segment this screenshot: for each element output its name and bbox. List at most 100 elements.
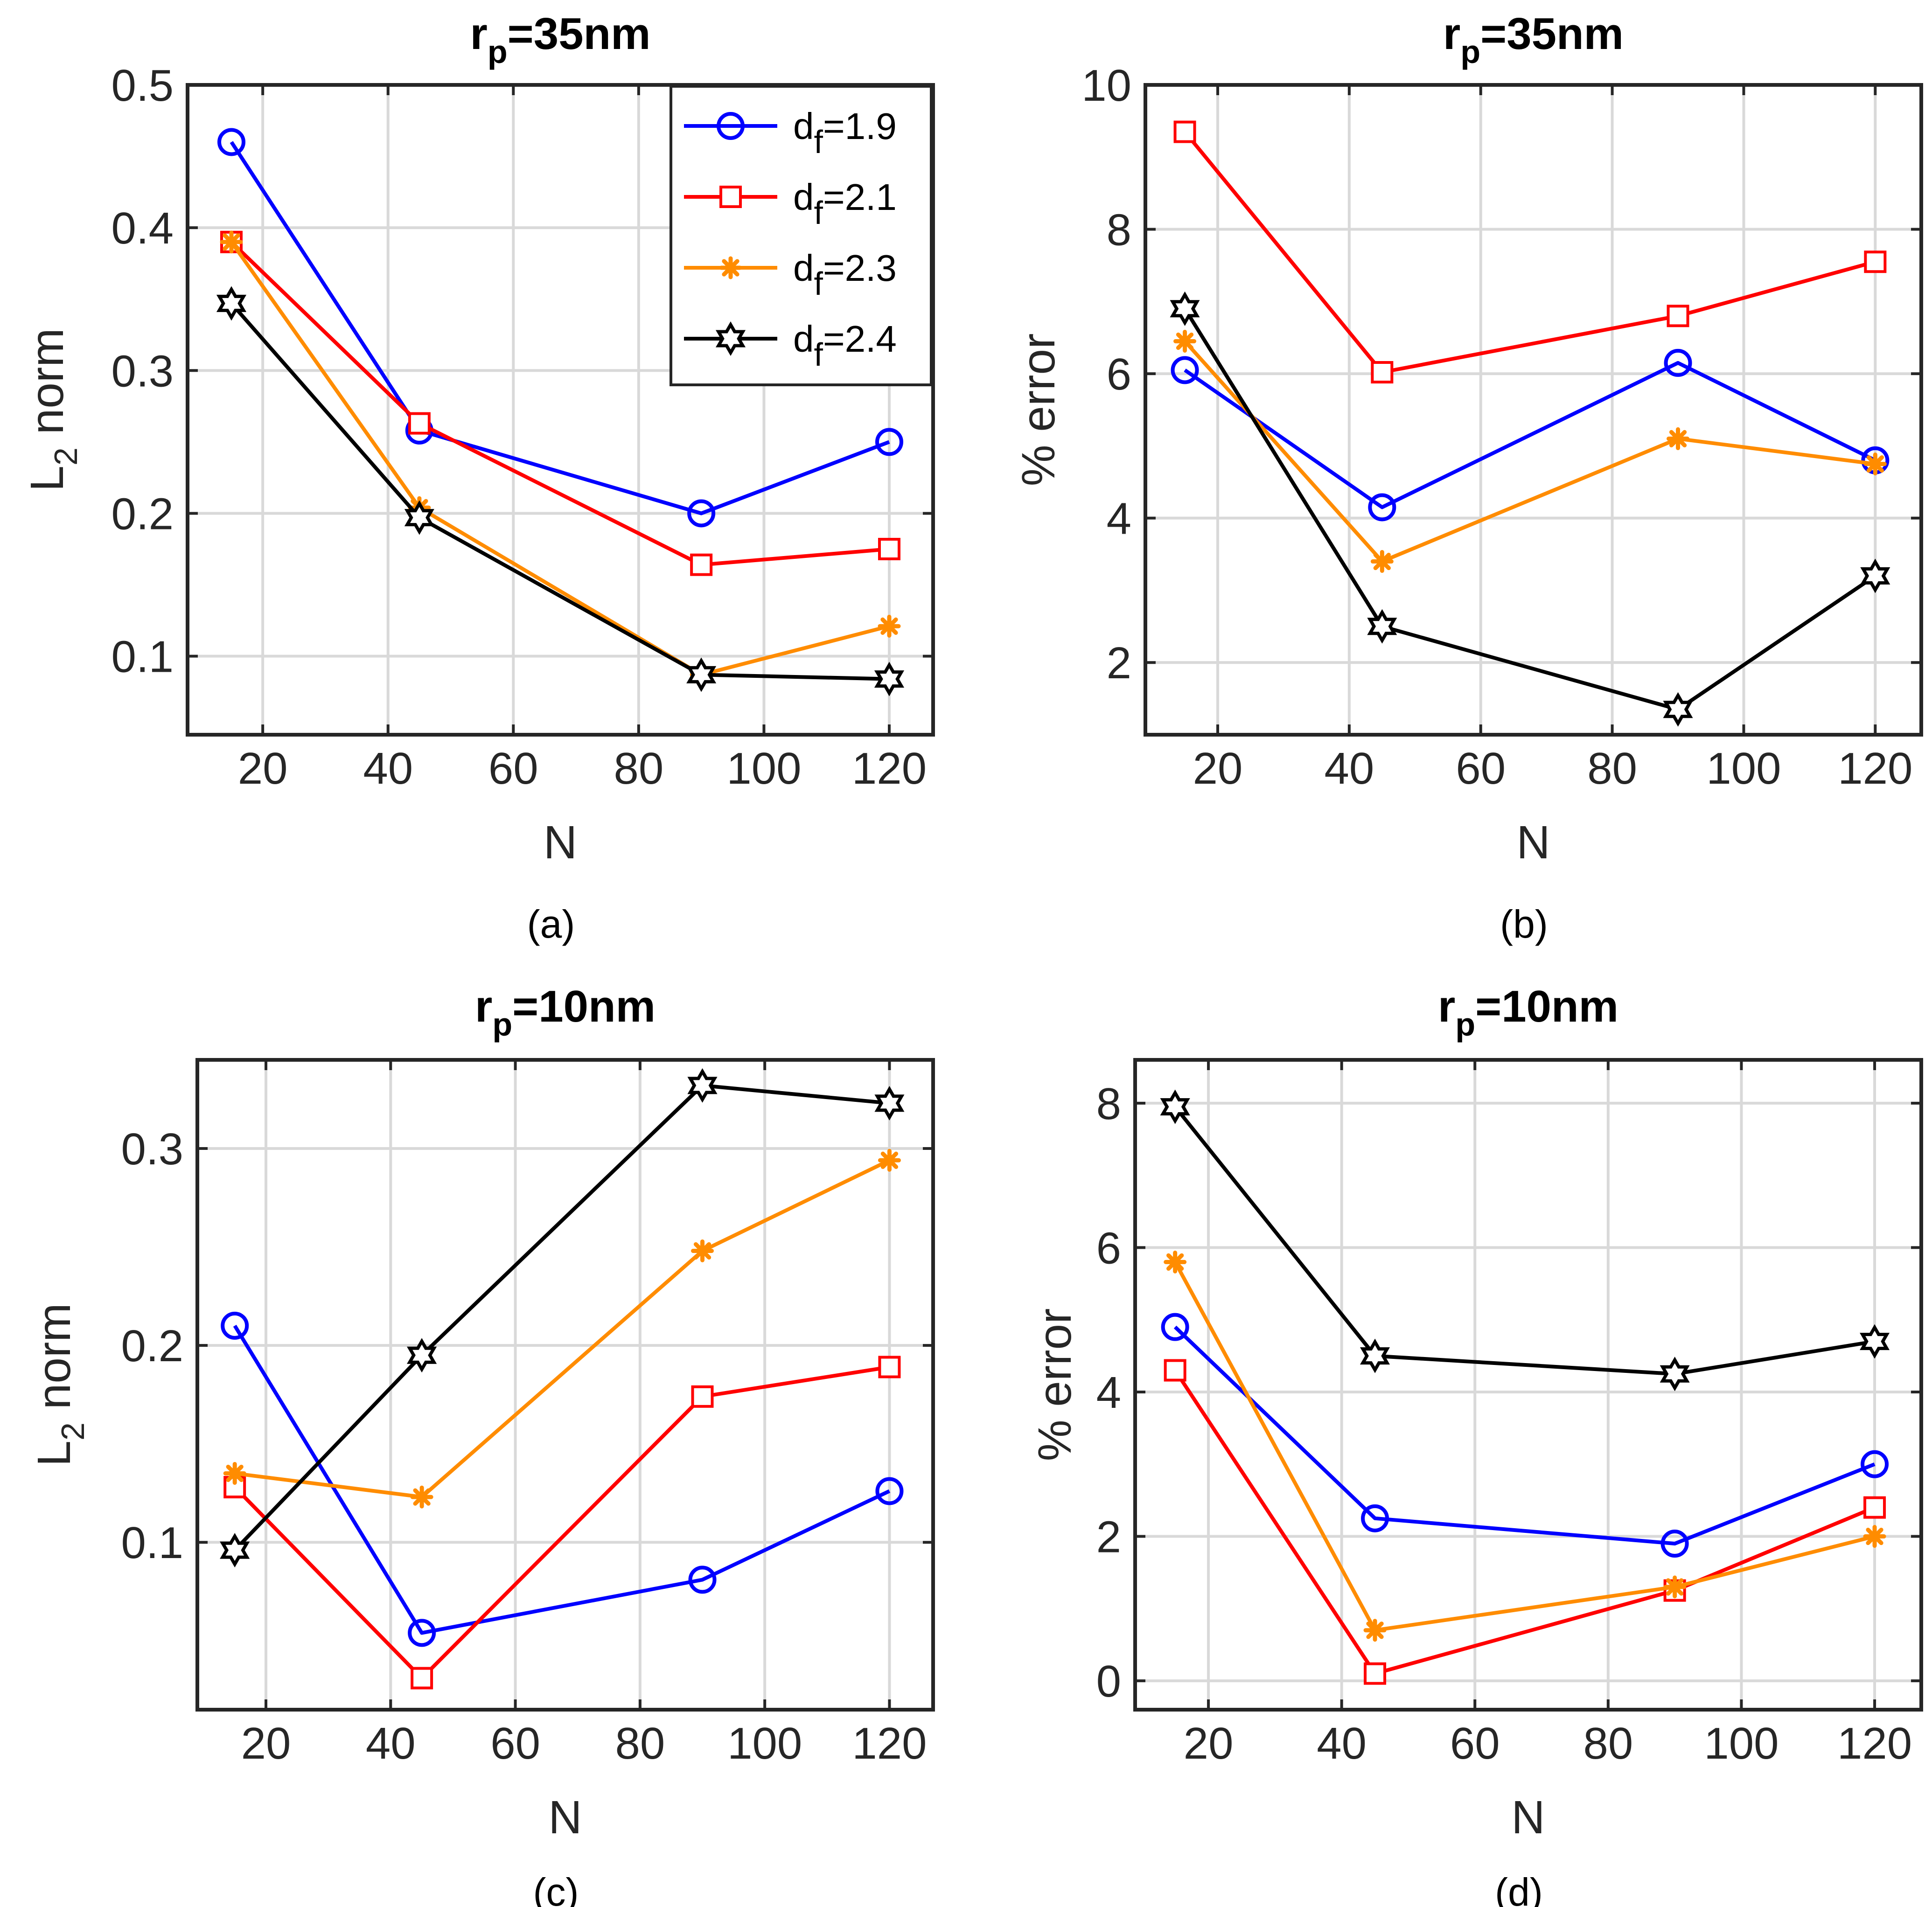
x-tick-label: 60 [488, 744, 538, 793]
x-tick-label: 120 [1837, 1719, 1912, 1768]
data-point-marker [1160, 1089, 1190, 1124]
series-d_f=2.3 [1164, 1250, 1886, 1642]
axes-box [1144, 83, 1923, 737]
data-point-marker [690, 553, 713, 576]
data-point-marker [1861, 1450, 1889, 1478]
data-point-marker [1370, 550, 1394, 573]
chart-title: rp=35nm [470, 9, 651, 70]
plot-area [1145, 85, 1921, 735]
data-point-marker [687, 499, 716, 528]
y-tick-label: 0.3 [112, 346, 174, 396]
series-d_f=2.4 [1160, 1089, 1890, 1392]
y-tick-label: 4 [1107, 494, 1131, 544]
y-axis-label: L2 norm [21, 328, 84, 491]
chart-panel-c: 20 40 60 80 100 120 0.1 0.2 0.3 rp=10nm N L2 norm (c… [28, 981, 935, 1907]
y-tick-label: 0.1 [112, 632, 174, 682]
data-point-marker [1161, 1313, 1189, 1341]
x-axis-label: N [1516, 816, 1550, 869]
y-tick-label: 0.5 [112, 61, 174, 111]
x-tick-label: 60 [490, 1719, 540, 1768]
x-tick-label: 100 [727, 1719, 802, 1768]
chart-title: rp=35nm [1443, 9, 1624, 70]
data-point-marker [1171, 356, 1199, 384]
x-tick-label: 100 [1704, 1719, 1779, 1768]
y-axis-label-group: % error [1012, 334, 1065, 487]
x-tick-label: 40 [363, 744, 413, 793]
panel-caption: (b) [1500, 902, 1548, 946]
data-point-marker [1863, 452, 1887, 476]
axes-box [195, 1058, 935, 1712]
x-axis-label: N [1511, 1791, 1545, 1844]
legend-marker [717, 112, 745, 140]
legend-entry: df=2.3 [684, 247, 897, 302]
series-line [233, 1083, 890, 1552]
series-line [233, 1324, 891, 1635]
data-point-marker [1363, 1619, 1387, 1642]
x-tick-label: 60 [1450, 1719, 1500, 1768]
data-point-marker [410, 1485, 433, 1509]
data-point-marker [691, 1385, 714, 1408]
series-d_f=2.1 [223, 1356, 901, 1690]
data-point-marker [217, 128, 245, 156]
y-tick-label: 6 [1107, 349, 1131, 399]
data-point-marker [878, 1356, 901, 1378]
legend-label: df=2.4 [793, 318, 897, 373]
data-point-marker [1371, 361, 1394, 384]
data-point-marker [688, 1566, 717, 1594]
data-point-marker [1667, 427, 1690, 450]
data-point-marker [404, 500, 434, 535]
series-line [1183, 131, 1876, 374]
series-d_f=2.4 [1170, 291, 1890, 727]
x-tick-label: 20 [238, 744, 288, 793]
data-point-marker [220, 230, 243, 254]
legend-label: df=2.1 [793, 176, 897, 231]
x-tick-label: 20 [1184, 1719, 1234, 1768]
x-tick-label: 60 [1456, 744, 1506, 793]
chart-panel-d: 20 40 60 80 100 120 0 2 4 6 8 rp=10nm N % error (d) [1029, 981, 1923, 1907]
chart-title: rp=10nm [475, 981, 656, 1043]
series-d_f=1.9 [217, 128, 903, 528]
data-point-marker [691, 1239, 714, 1262]
legend-label: df=2.3 [793, 247, 897, 302]
legend: df=1.9 df=2.1 df=2.3 df=2.4 [670, 85, 933, 386]
data-point-marker [1863, 1496, 1886, 1519]
series-d_f=2.3 [223, 1148, 901, 1509]
y-axis-label-group: % error [1029, 1308, 1081, 1462]
data-point-marker [1663, 692, 1693, 727]
data-point-marker [223, 1462, 246, 1485]
y-axis-label: % error [1012, 334, 1065, 487]
legend-label: df=1.9 [793, 105, 897, 160]
data-point-marker [1860, 1324, 1890, 1359]
data-point-marker [1173, 329, 1197, 353]
legend-marker [719, 256, 742, 279]
series-d_f=1.9 [221, 1311, 904, 1647]
data-point-marker [1664, 348, 1692, 377]
data-point-marker [221, 1311, 249, 1340]
x-tick-label: 100 [1706, 744, 1781, 793]
legend-box [670, 85, 933, 386]
y-tick-label: 0.3 [121, 1124, 183, 1174]
y-tick-label: 0.4 [112, 203, 174, 253]
data-point-marker [1368, 493, 1396, 522]
data-point-marker [408, 412, 431, 435]
data-point-marker [408, 1619, 436, 1647]
data-point-marker [1164, 1250, 1187, 1274]
x-axis-label: N [544, 816, 577, 869]
panel-caption: (d) [1495, 1870, 1543, 1907]
series-d_f=1.9 [1161, 1313, 1889, 1558]
y-tick-label: 6 [1096, 1223, 1121, 1273]
data-point-marker [216, 286, 247, 321]
legend-entry: df=1.9 [684, 105, 897, 160]
x-tick-label: 20 [241, 1719, 291, 1768]
data-point-marker [1660, 1530, 1689, 1558]
legend-entry: df=2.4 [684, 318, 897, 373]
y-tick-label: 0.2 [112, 489, 174, 539]
series-line [1183, 307, 1876, 711]
x-tick-label: 80 [615, 1719, 665, 1768]
x-tick-label: 120 [852, 744, 927, 793]
y-axis-label: % error [1029, 1308, 1081, 1462]
data-point-marker [407, 1338, 437, 1373]
legend-marker [715, 321, 746, 356]
series-d_f=2.4 [216, 286, 905, 696]
data-point-marker [875, 1477, 904, 1505]
